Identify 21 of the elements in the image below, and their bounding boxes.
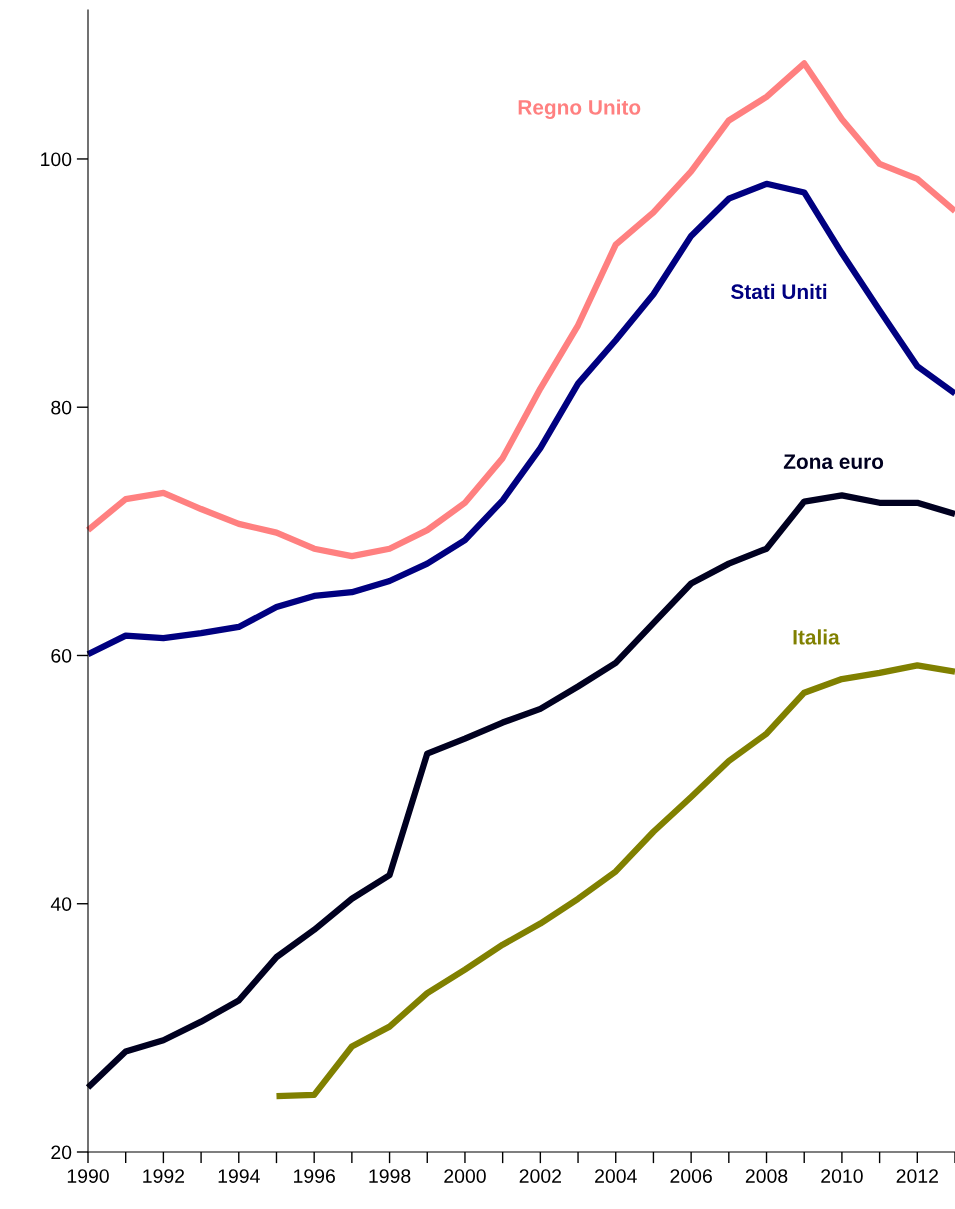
x-tick-label: 2004 — [595, 1169, 637, 1183]
x-tick-label: 2000 — [444, 1169, 486, 1183]
series-label: Stati Uniti — [731, 283, 827, 300]
y-tick-label: 60 — [51, 648, 72, 663]
text: Regno Unito — [518, 99, 641, 119]
x-tick-label: 2012 — [896, 1169, 938, 1183]
x-tick-label: 2008 — [745, 1169, 788, 1183]
y-tick-label: 80 — [51, 400, 72, 415]
x-tick-label: 2002 — [519, 1169, 561, 1183]
x-tick-label: 1992 — [143, 1169, 185, 1183]
series-label: Italia — [793, 629, 840, 645]
x-tick-label: 1994 — [218, 1169, 260, 1183]
y-tick-label: 40 — [50, 897, 72, 911]
x-tick-label: 1996 — [294, 1169, 335, 1183]
y-tick-label: 100 — [41, 152, 72, 167]
series-label: Zona euro — [783, 454, 884, 469]
x-tick-label: 1990 — [67, 1169, 109, 1183]
x-tick-label: 2010 — [821, 1169, 863, 1183]
y-tick-label: 20 — [51, 1145, 72, 1160]
x-tick-label: 1998 — [369, 1169, 411, 1183]
x-tick-label: 2006 — [670, 1169, 712, 1183]
